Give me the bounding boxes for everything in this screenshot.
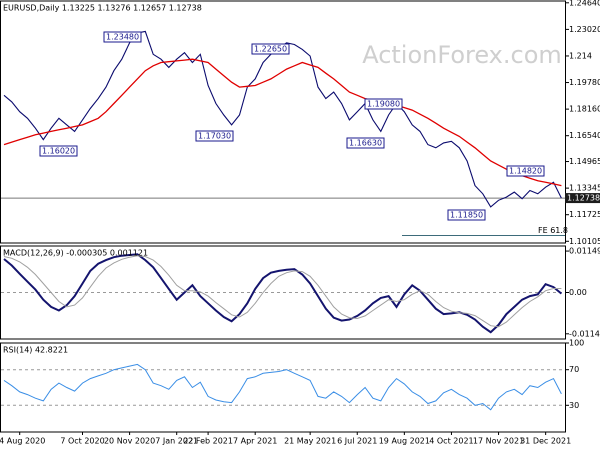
panel-frame xyxy=(0,342,566,433)
annotation: 1.23480 xyxy=(106,33,139,42)
x-tick-label: 19 Aug 2021 xyxy=(379,437,430,446)
x-tick-label: 7 Jan 2021 xyxy=(155,437,198,446)
y-tick-label: 1.23020 xyxy=(569,25,600,34)
x-tick-label: 21 May 2021 xyxy=(284,437,336,446)
y-tick-label: 1.14965 xyxy=(569,157,600,166)
annotation: 1.16630 xyxy=(349,139,382,148)
annotation: 1.19080 xyxy=(367,100,400,109)
y-tick-label: 1.214 xyxy=(569,51,592,60)
annotation: 1.11850 xyxy=(450,211,483,220)
y-tick-label: 1.24640 xyxy=(569,0,600,7)
watermark: ActionForex.com xyxy=(362,41,562,69)
x-tick-label: 31 Dec 2021 xyxy=(520,437,571,446)
annotation-box xyxy=(506,165,545,177)
panel-title: RSI(14) 42.8221 xyxy=(3,346,68,355)
y-tick-label: 1.16540 xyxy=(569,131,600,140)
x-tick-label: 7 Oct 2020 xyxy=(60,437,104,446)
panel-frame xyxy=(0,0,566,244)
y-tick-label: 0.00 xyxy=(569,288,587,297)
y-tick-label: 1.11725 xyxy=(569,210,600,219)
y-tick-label: 100 xyxy=(569,339,584,348)
panel-title: EURUSD,Daily 1.13225 1.13276 1.12657 1.1… xyxy=(3,4,202,13)
y-tick-label: 70 xyxy=(569,365,579,374)
series-line xyxy=(3,255,562,328)
annotation: 1.16020 xyxy=(42,147,75,156)
x-tick-label: 6 Jul 2021 xyxy=(337,437,377,446)
series-line xyxy=(3,253,563,334)
annotation-box xyxy=(251,43,290,55)
annotation-box xyxy=(447,209,486,221)
annotation-box xyxy=(103,31,142,43)
annotation-box xyxy=(346,137,385,149)
x-tick-label: 24 Aug 2020 xyxy=(0,437,45,446)
annotation-box xyxy=(195,130,234,142)
y-tick-label: 1.10105 xyxy=(569,237,600,246)
x-tick-label: 4 Oct 2021 xyxy=(429,437,473,446)
y-tick-label: 1.18160 xyxy=(569,105,600,114)
price-label-box xyxy=(565,193,600,204)
x-tick-label: 20 Nov 2020 xyxy=(104,437,155,446)
panel-title: MACD(12,26,9) -0.000305 0.001121 xyxy=(3,249,148,258)
y-tick-label: 1.19780 xyxy=(569,78,600,87)
price-label: 1.12738 xyxy=(567,194,600,203)
x-tick-label: 22 Feb 2021 xyxy=(183,437,233,446)
annotation: 1.14820 xyxy=(509,167,542,176)
annotation: 1.17030 xyxy=(198,132,231,141)
annotation-box xyxy=(364,98,403,110)
annotation-box xyxy=(39,145,78,157)
annotation: 1.22650 xyxy=(254,45,287,54)
series-line xyxy=(3,363,562,411)
y-tick-label: 1.13345 xyxy=(569,184,600,193)
x-tick-label: 17 Nov 2021 xyxy=(473,437,524,446)
y-tick-label: -0.011461 xyxy=(569,329,600,338)
series-line xyxy=(3,58,562,187)
fe-label: FE 61.8 xyxy=(538,226,568,235)
y-tick-label: 0.011493 xyxy=(569,247,600,256)
y-tick-label: 30 xyxy=(569,401,579,410)
x-tick-label: 7 Apr 2021 xyxy=(233,437,277,446)
